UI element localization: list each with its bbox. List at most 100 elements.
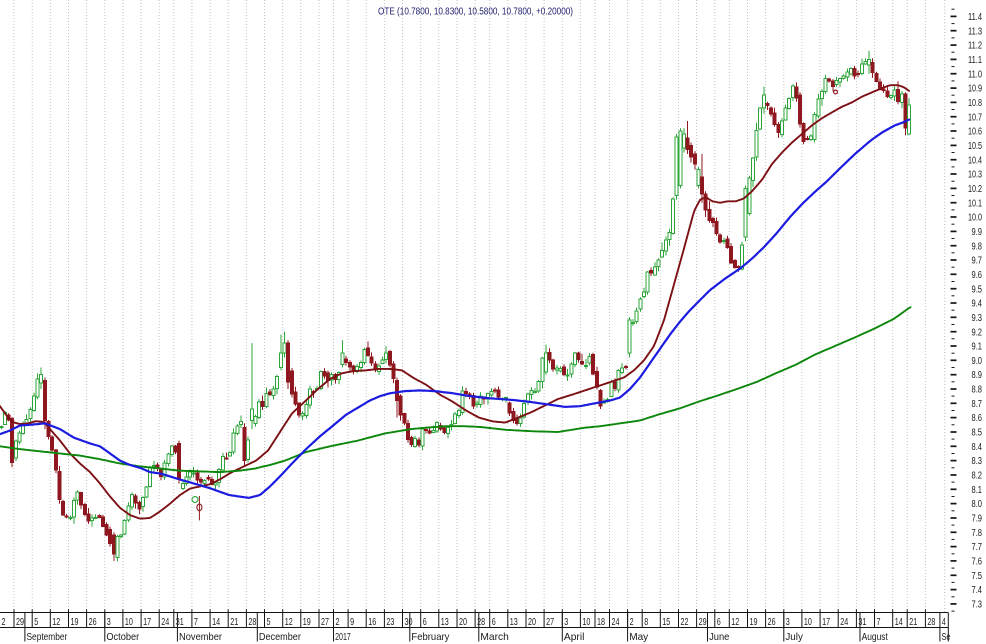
- svg-text:9.3: 9.3: [972, 313, 983, 324]
- svg-text:29: 29: [16, 616, 24, 628]
- svg-text:5: 5: [34, 616, 38, 628]
- svg-text:9: 9: [350, 616, 354, 628]
- svg-text:13: 13: [441, 616, 449, 628]
- svg-text:8.5: 8.5: [972, 428, 983, 439]
- svg-text:28: 28: [248, 616, 256, 628]
- svg-text:8.2: 8.2: [972, 471, 983, 482]
- svg-text:February: February: [411, 631, 450, 643]
- svg-text:8.7: 8.7: [972, 399, 983, 410]
- svg-text:10: 10: [582, 616, 590, 628]
- svg-text:9.9: 9.9: [972, 227, 983, 238]
- svg-text:9.8: 9.8: [972, 241, 983, 252]
- svg-text:7.8: 7.8: [972, 528, 983, 539]
- svg-text:10.7: 10.7: [968, 112, 982, 123]
- svg-text:8.6: 8.6: [972, 413, 983, 424]
- svg-text:9.5: 9.5: [972, 284, 983, 295]
- svg-text:7.3: 7.3: [972, 600, 983, 611]
- svg-text:9.6: 9.6: [972, 270, 983, 281]
- svg-text:17: 17: [822, 616, 830, 628]
- svg-text:21: 21: [230, 616, 238, 628]
- svg-text:2017: 2017: [335, 631, 351, 643]
- svg-text:9.1: 9.1: [972, 342, 983, 353]
- svg-text:10.5: 10.5: [968, 141, 982, 152]
- svg-text:10.0: 10.0: [968, 213, 982, 224]
- svg-text:22: 22: [681, 616, 689, 628]
- svg-text:14: 14: [895, 616, 903, 628]
- svg-text:November: November: [179, 631, 222, 643]
- svg-text:7.7: 7.7: [972, 542, 983, 553]
- svg-text:21: 21: [909, 616, 917, 628]
- svg-text:March: March: [480, 631, 509, 643]
- svg-text:10: 10: [804, 616, 812, 628]
- svg-text:18: 18: [597, 616, 605, 628]
- svg-text:13: 13: [510, 616, 518, 628]
- svg-text:October: October: [106, 631, 139, 643]
- svg-text:7: 7: [877, 616, 881, 628]
- svg-text:10.6: 10.6: [968, 127, 982, 138]
- svg-text:31: 31: [858, 616, 866, 628]
- svg-text:8.1: 8.1: [972, 485, 983, 496]
- svg-text:2: 2: [2, 616, 6, 628]
- svg-text:7.9: 7.9: [972, 514, 983, 525]
- svg-text:17: 17: [143, 616, 151, 628]
- svg-text:8.3: 8.3: [972, 456, 983, 467]
- svg-text:28: 28: [477, 616, 485, 628]
- svg-text:8.9: 8.9: [972, 370, 983, 381]
- svg-text:Se: Se: [942, 631, 951, 643]
- svg-text:15: 15: [662, 616, 670, 628]
- svg-text:10.4: 10.4: [968, 155, 982, 166]
- svg-text:20: 20: [528, 616, 536, 628]
- svg-text:4: 4: [942, 616, 946, 628]
- svg-text:29: 29: [699, 616, 707, 628]
- svg-text:23: 23: [386, 616, 394, 628]
- svg-text:6: 6: [717, 616, 721, 628]
- svg-text:26: 26: [768, 616, 776, 628]
- svg-text:24: 24: [840, 616, 848, 628]
- svg-text:11.3: 11.3: [968, 26, 982, 37]
- svg-text:31: 31: [176, 616, 184, 628]
- svg-text:11.4: 11.4: [968, 12, 982, 23]
- svg-text:24: 24: [161, 616, 169, 628]
- svg-text:7.6: 7.6: [972, 557, 983, 568]
- svg-text:June: June: [709, 631, 729, 643]
- svg-text:19: 19: [71, 616, 79, 628]
- svg-text:28: 28: [927, 616, 935, 628]
- svg-text:8: 8: [644, 616, 648, 628]
- svg-text:9.2: 9.2: [972, 327, 983, 338]
- svg-text:27: 27: [321, 616, 329, 628]
- svg-text:5: 5: [267, 616, 271, 628]
- svg-text:10: 10: [125, 616, 133, 628]
- svg-text:27: 27: [546, 616, 554, 628]
- svg-text:12: 12: [52, 616, 60, 628]
- svg-text:19: 19: [303, 616, 311, 628]
- svg-text:12: 12: [731, 616, 739, 628]
- svg-text:26: 26: [89, 616, 97, 628]
- svg-text:2: 2: [336, 616, 340, 628]
- svg-text:2: 2: [630, 616, 634, 628]
- svg-text:6: 6: [492, 616, 496, 628]
- svg-text:20: 20: [459, 616, 467, 628]
- svg-text:9.7: 9.7: [972, 256, 983, 267]
- svg-text:3: 3: [564, 616, 568, 628]
- svg-text:8.0: 8.0: [972, 499, 983, 510]
- svg-text:11.1: 11.1: [968, 55, 982, 66]
- svg-text:10.1: 10.1: [968, 198, 982, 209]
- svg-text:11.2: 11.2: [968, 41, 982, 52]
- svg-text:OTE (10.7800, 10.8300, 10.5800: OTE (10.7800, 10.8300, 10.5800, 10.7800,…: [378, 6, 573, 18]
- svg-text:10.8: 10.8: [968, 98, 982, 109]
- svg-text:10.2: 10.2: [968, 184, 982, 195]
- svg-text:8.4: 8.4: [972, 442, 983, 453]
- svg-text:24: 24: [612, 616, 620, 628]
- svg-text:April: April: [564, 631, 585, 643]
- svg-text:August: August: [862, 631, 888, 643]
- svg-text:December: December: [259, 631, 301, 643]
- svg-text:19: 19: [750, 616, 758, 628]
- svg-text:10.3: 10.3: [968, 170, 982, 181]
- svg-text:7: 7: [194, 616, 198, 628]
- svg-text:11.0: 11.0: [968, 69, 982, 80]
- svg-text:30: 30: [405, 616, 413, 628]
- svg-text:7.4: 7.4: [972, 585, 983, 596]
- svg-text:3: 3: [786, 616, 790, 628]
- svg-text:6: 6: [423, 616, 427, 628]
- svg-text:8.8: 8.8: [972, 385, 983, 396]
